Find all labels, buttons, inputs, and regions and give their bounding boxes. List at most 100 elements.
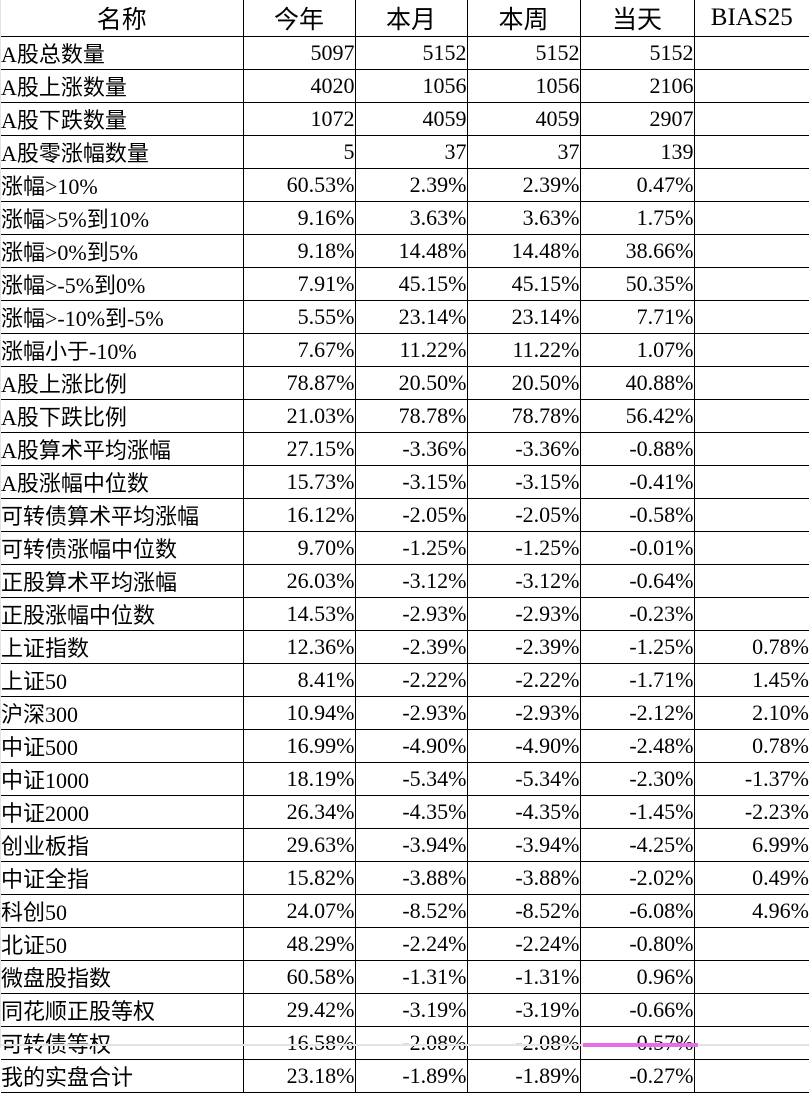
row-name-cell[interactable]: 中证全指 bbox=[1, 861, 244, 895]
value-cell[interactable]: 3.63% bbox=[467, 201, 581, 235]
value-cell[interactable] bbox=[694, 333, 809, 367]
column-header-this-week[interactable]: 本周 bbox=[467, 0, 581, 37]
row-name-cell[interactable]: A股上涨比例 bbox=[1, 366, 244, 400]
value-cell[interactable]: -6.08% bbox=[580, 894, 695, 928]
value-cell[interactable]: 1.75% bbox=[580, 201, 695, 235]
value-cell[interactable]: 45.15% bbox=[467, 267, 581, 301]
value-cell[interactable] bbox=[694, 69, 809, 103]
row-name-cell[interactable]: 中证500 bbox=[1, 729, 244, 763]
value-cell[interactable]: 21.03% bbox=[243, 399, 356, 433]
value-cell[interactable]: -2.24% bbox=[355, 927, 468, 961]
value-cell[interactable]: -8.52% bbox=[355, 894, 468, 928]
value-cell[interactable]: 15.82% bbox=[243, 861, 356, 895]
row-name-cell[interactable]: 沪深300 bbox=[1, 696, 244, 730]
value-cell[interactable]: 78.78% bbox=[355, 399, 468, 433]
value-cell[interactable]: -1.89% bbox=[355, 1059, 468, 1093]
row-name-cell[interactable]: 我的实盘合计 bbox=[1, 1059, 244, 1093]
row-name-cell[interactable]: 微盘股指数 bbox=[1, 960, 244, 994]
value-cell[interactable]: 40.88% bbox=[580, 366, 695, 400]
row-name-cell[interactable]: 上证50 bbox=[1, 663, 244, 697]
value-cell[interactable]: -2.93% bbox=[467, 696, 581, 730]
value-cell[interactable]: 20.50% bbox=[467, 366, 581, 400]
row-name-cell[interactable]: 涨幅>5%到10% bbox=[1, 201, 244, 235]
value-cell[interactable]: 9.16% bbox=[243, 201, 356, 235]
value-cell[interactable]: -3.15% bbox=[355, 465, 468, 499]
value-cell[interactable]: 14.48% bbox=[467, 234, 581, 268]
value-cell[interactable]: 56.42% bbox=[580, 399, 695, 433]
value-cell[interactable]: 26.03% bbox=[243, 564, 356, 598]
value-cell[interactable]: 14.48% bbox=[355, 234, 468, 268]
row-name-cell[interactable]: A股下跌比例 bbox=[1, 399, 244, 433]
value-cell[interactable]: -1.25% bbox=[355, 531, 468, 565]
value-cell[interactable]: 78.78% bbox=[467, 399, 581, 433]
value-cell[interactable]: -0.23% bbox=[580, 597, 695, 631]
row-name-cell[interactable]: 正股算术平均涨幅 bbox=[1, 564, 244, 598]
value-cell[interactable]: 0.78% bbox=[694, 630, 809, 664]
value-cell[interactable]: -3.36% bbox=[467, 432, 581, 466]
value-cell[interactable] bbox=[694, 399, 809, 433]
value-cell[interactable]: -4.35% bbox=[467, 795, 581, 829]
value-cell[interactable]: -2.05% bbox=[355, 498, 468, 532]
value-cell[interactable]: -4.25% bbox=[580, 828, 695, 862]
value-cell[interactable]: 2.39% bbox=[467, 168, 581, 202]
value-cell[interactable]: 10.94% bbox=[243, 696, 356, 730]
value-cell[interactable]: 5152 bbox=[580, 36, 695, 70]
value-cell[interactable] bbox=[694, 234, 809, 268]
row-name-cell[interactable]: 中证1000 bbox=[1, 762, 244, 796]
value-cell[interactable]: 50.35% bbox=[580, 267, 695, 301]
value-cell[interactable] bbox=[694, 498, 809, 532]
value-cell[interactable]: 15.73% bbox=[243, 465, 356, 499]
value-cell[interactable]: -3.94% bbox=[355, 828, 468, 862]
value-cell[interactable]: 23.14% bbox=[467, 300, 581, 334]
row-name-cell[interactable]: A股上涨数量 bbox=[1, 69, 244, 103]
value-cell[interactable]: 60.53% bbox=[243, 168, 356, 202]
value-cell[interactable]: -1.25% bbox=[467, 531, 581, 565]
value-cell[interactable]: 3.63% bbox=[355, 201, 468, 235]
row-name-cell[interactable]: 北证50 bbox=[1, 927, 244, 961]
value-cell[interactable]: 48.29% bbox=[243, 927, 356, 961]
value-cell[interactable]: 4059 bbox=[355, 102, 468, 136]
value-cell[interactable]: -2.39% bbox=[467, 630, 581, 664]
value-cell[interactable]: -0.01% bbox=[580, 531, 695, 565]
value-cell[interactable]: 0.96% bbox=[580, 960, 695, 994]
value-cell[interactable]: 7.91% bbox=[243, 267, 356, 301]
value-cell[interactable]: 11.22% bbox=[467, 333, 581, 367]
value-cell[interactable]: 5152 bbox=[467, 36, 581, 70]
value-cell[interactable]: 2.10% bbox=[694, 696, 809, 730]
value-cell[interactable]: 5.55% bbox=[243, 300, 356, 334]
value-cell[interactable]: -2.22% bbox=[467, 663, 581, 697]
column-header-this-month[interactable]: 本月 bbox=[355, 0, 468, 37]
value-cell[interactable]: -2.48% bbox=[580, 729, 695, 763]
value-cell[interactable]: 23.18% bbox=[243, 1059, 356, 1093]
value-cell[interactable]: 2.39% bbox=[355, 168, 468, 202]
row-name-cell[interactable]: 涨幅>-5%到0% bbox=[1, 267, 244, 301]
value-cell[interactable]: 8.41% bbox=[243, 663, 356, 697]
value-cell[interactable]: 16.58% bbox=[243, 1026, 356, 1060]
value-cell[interactable] bbox=[694, 135, 809, 169]
value-cell[interactable]: 9.70% bbox=[243, 531, 356, 565]
value-cell[interactable] bbox=[694, 960, 809, 994]
value-cell[interactable]: -2.30% bbox=[580, 762, 695, 796]
value-cell[interactable]: 60.58% bbox=[243, 960, 356, 994]
value-cell[interactable]: 24.07% bbox=[243, 894, 356, 928]
row-name-cell[interactable]: 上证指数 bbox=[1, 630, 244, 664]
value-cell[interactable]: -2.08% bbox=[355, 1026, 468, 1060]
value-cell[interactable] bbox=[694, 465, 809, 499]
value-cell[interactable]: -0.58% bbox=[580, 498, 695, 532]
value-cell[interactable]: -2.08% bbox=[467, 1026, 581, 1060]
column-header-this-year[interactable]: 今年 bbox=[243, 0, 356, 37]
value-cell[interactable]: 139 bbox=[580, 135, 695, 169]
value-cell[interactable]: 12.36% bbox=[243, 630, 356, 664]
row-name-cell[interactable]: A股总数量 bbox=[1, 36, 244, 70]
value-cell[interactable]: -2.23% bbox=[694, 795, 809, 829]
value-cell[interactable]: 26.34% bbox=[243, 795, 356, 829]
value-cell[interactable]: -1.45% bbox=[580, 795, 695, 829]
value-cell[interactable]: 23.14% bbox=[355, 300, 468, 334]
row-name-cell[interactable]: A股零涨幅数量 bbox=[1, 135, 244, 169]
row-name-cell[interactable]: 涨幅>0%到5% bbox=[1, 234, 244, 268]
row-name-cell[interactable]: 正股涨幅中位数 bbox=[1, 597, 244, 631]
value-cell[interactable]: -3.19% bbox=[355, 993, 468, 1027]
value-cell[interactable]: -2.05% bbox=[467, 498, 581, 532]
value-cell[interactable]: -2.93% bbox=[467, 597, 581, 631]
value-cell[interactable]: -2.02% bbox=[580, 861, 695, 895]
